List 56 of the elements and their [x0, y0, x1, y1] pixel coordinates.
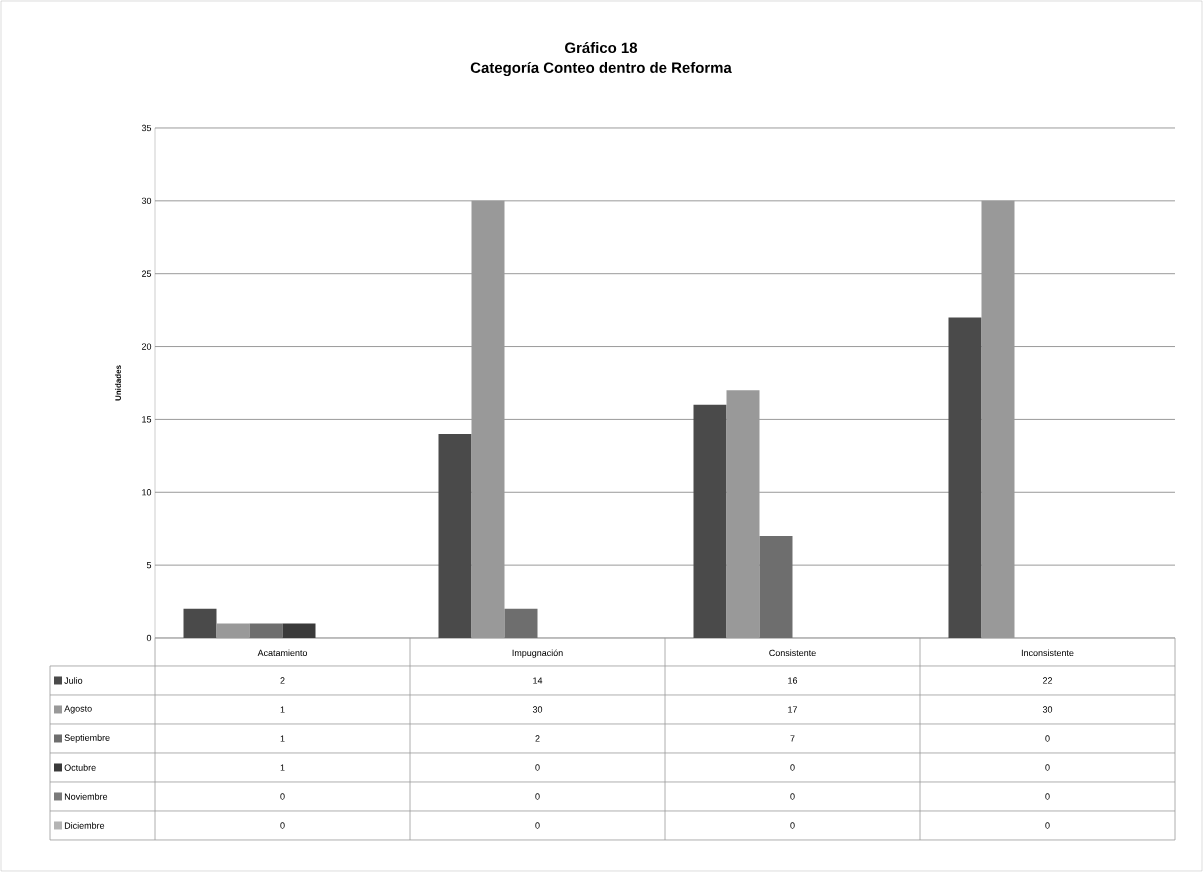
chart-subtitle: Categoría Conteo dentro de Reforma: [470, 61, 732, 77]
data-label: 2: [280, 677, 285, 684]
bar: [981, 200, 1015, 638]
y-tick-label: 30: [141, 197, 152, 205]
legend-label: Noviembre: [64, 793, 108, 800]
data-label: 0: [790, 793, 795, 800]
data-label: 14: [533, 677, 543, 684]
y-tick-label: 0: [146, 634, 152, 642]
data-label: 1: [280, 735, 285, 742]
y-tick-label: 10: [142, 489, 152, 496]
data-label: 0: [535, 764, 540, 771]
data-label: 0: [1045, 735, 1050, 742]
bar: [948, 317, 982, 638]
data-label: 0: [1045, 764, 1050, 771]
data-label: 1: [280, 764, 285, 771]
data-label: 30: [1042, 706, 1053, 713]
legend-label: Julio: [64, 677, 83, 684]
x-tick-label: Inconsistente: [1021, 649, 1074, 657]
bar: [183, 608, 217, 638]
data-label: 0: [1045, 793, 1050, 800]
data-label: 2: [535, 735, 540, 742]
bar: [759, 535, 793, 638]
y-tick-label: 5: [146, 561, 152, 569]
x-tick-label: Impugnación: [512, 649, 563, 658]
data-label: 16: [788, 677, 798, 684]
bar: [438, 433, 472, 638]
y-tick-label: 20: [141, 343, 152, 350]
bar: [249, 623, 283, 638]
data-label: 22: [1042, 677, 1053, 684]
data-label: 0: [280, 822, 285, 829]
data-label: 0: [1045, 822, 1050, 829]
x-tick-label: Acatamiento: [257, 649, 308, 657]
data-label: 17: [788, 706, 798, 713]
data-label: 30: [532, 706, 543, 713]
bar: [471, 200, 505, 638]
bar: [504, 608, 538, 638]
data-label: 0: [535, 822, 540, 829]
bar: [216, 623, 250, 638]
bar: [693, 404, 727, 638]
legend-label: Octubre: [64, 764, 96, 771]
data-label: 0: [280, 793, 285, 800]
bar: [282, 623, 316, 638]
y-tick-label: 25: [141, 270, 152, 277]
chart-title: Gráfico 18: [565, 41, 638, 54]
bar: [726, 390, 760, 638]
legend-label: Septiembre: [64, 734, 110, 743]
legend-label: Agosto: [64, 705, 92, 714]
legend-label: Diciembre: [64, 822, 105, 829]
x-tick-label: Consistente: [769, 649, 816, 657]
data-label: 7: [790, 735, 795, 742]
data-label: 0: [535, 793, 540, 800]
y-tick-label: 35: [141, 124, 152, 132]
data-label: 1: [280, 706, 285, 713]
data-label: 0: [790, 764, 795, 771]
y-tick-label: 15: [142, 416, 152, 423]
data-label: 0: [790, 822, 795, 829]
